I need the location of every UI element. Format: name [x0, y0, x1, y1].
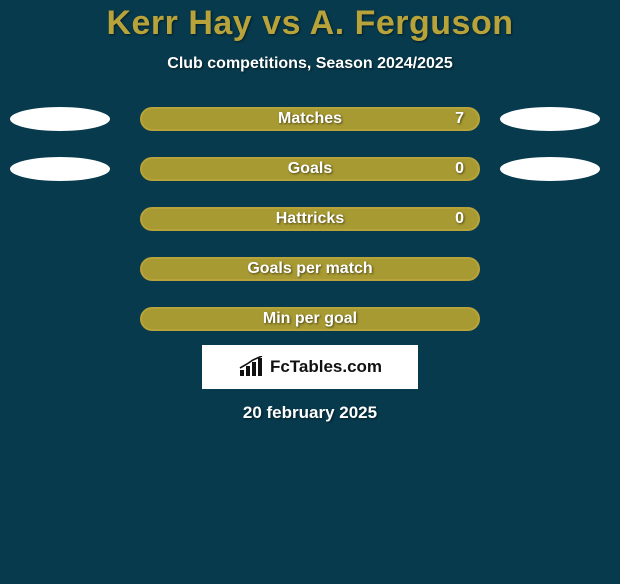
left-ellipse [10, 157, 110, 181]
stat-label: Goals [288, 160, 332, 178]
logo-box: FcTables.com [202, 345, 418, 389]
stat-row: Goals 0 [0, 155, 620, 183]
stat-label: Min per goal [263, 310, 357, 328]
bar-chart-icon [238, 356, 264, 378]
stat-bar: Goals per match [140, 257, 480, 281]
stat-bar: Matches 7 [140, 107, 480, 131]
logo-text: FcTables.com [270, 357, 382, 377]
right-ellipse [500, 157, 600, 181]
stat-bar: Hattricks 0 [140, 207, 480, 231]
stat-value: 0 [455, 210, 464, 228]
stat-row: Goals per match [0, 255, 620, 283]
stat-row: Hattricks 0 [0, 205, 620, 233]
stat-rows: Matches 7 Goals 0 Hattricks 0 Goals per match M… [0, 105, 620, 333]
comparison-title: Kerr Hay vs A. Ferguson [0, 4, 620, 43]
stat-value: 7 [455, 110, 464, 128]
stat-label: Matches [278, 110, 342, 128]
stat-value: 0 [455, 160, 464, 178]
stat-row: Matches 7 [0, 105, 620, 133]
stat-row: Min per goal [0, 305, 620, 333]
stat-bar: Goals 0 [140, 157, 480, 181]
stat-label: Hattricks [276, 210, 344, 228]
comparison-subtitle: Club competitions, Season 2024/2025 [0, 55, 620, 73]
right-ellipse [500, 107, 600, 131]
left-ellipse [10, 107, 110, 131]
stat-bar: Min per goal [140, 307, 480, 331]
stat-label: Goals per match [247, 260, 372, 278]
footer-date: 20 february 2025 [0, 403, 620, 423]
